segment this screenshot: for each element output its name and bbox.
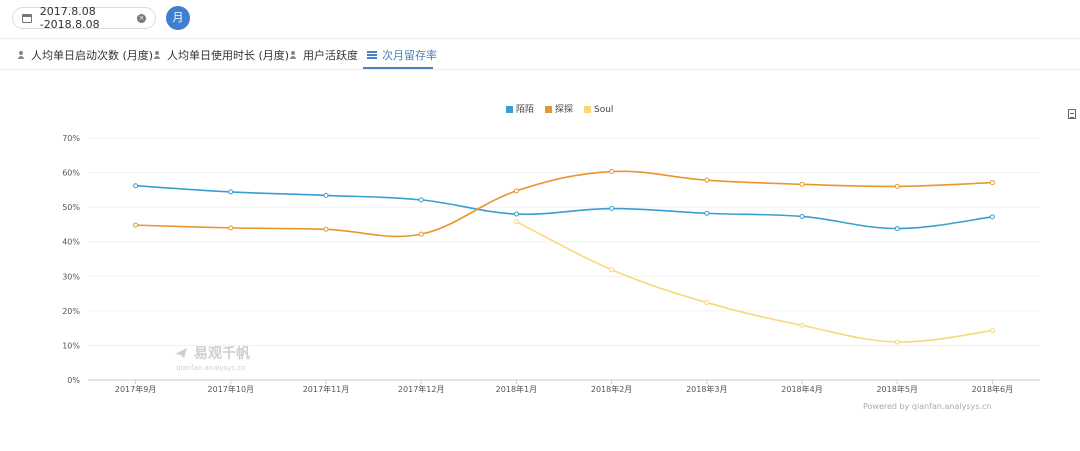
data-point [894, 183, 900, 189]
data-point [704, 210, 710, 216]
y-axis: 0% 10% 20% 30% 40% 50% 60% 70% [62, 134, 80, 385]
x-tick-label: 2017年12月 [398, 384, 445, 394]
data-point [513, 219, 519, 225]
data-point [133, 222, 139, 228]
x-tick-label: 2017年9月 [115, 384, 156, 394]
data-view-icon[interactable] [1068, 109, 1076, 119]
tab-label: 人均单日使用时长 (月度) [167, 48, 290, 62]
tab-daily-usage-time[interactable]: 人均单日使用时长 (月度) [151, 39, 289, 70]
data-point [323, 192, 329, 198]
y-tick-label: 40% [62, 238, 80, 247]
x-tick-label: 2017年11月 [303, 384, 350, 394]
x-tick-label: 2018年5月 [876, 384, 917, 394]
clear-icon[interactable]: × [137, 14, 146, 23]
legend-label: 探探 [555, 103, 573, 115]
watermark: 易观千帆 qianfan.analysys.cn [175, 345, 250, 372]
users-icon [15, 50, 26, 59]
data-point [989, 214, 995, 220]
gridlines [88, 137, 1040, 381]
bar-list-icon [367, 50, 377, 59]
x-tick-label: 2018年6月 [972, 384, 1013, 394]
watermark-sub: qianfan.analysys.cn [176, 364, 246, 372]
legend: 陌陌 探探 Soul [506, 103, 613, 115]
y-tick-label: 60% [62, 169, 80, 178]
data-point [894, 226, 900, 232]
data-point [704, 177, 710, 183]
series-line-陌陌 [135, 184, 993, 230]
data-point [799, 322, 805, 328]
tab-label: 人均单日启动次数 (月度) [31, 48, 154, 62]
legend-swatch [545, 106, 552, 113]
data-point [513, 188, 519, 194]
data-point [228, 189, 234, 195]
tab-daily-launches[interactable]: 人均单日启动次数 (月度) [15, 39, 153, 70]
date-range-picker[interactable]: 2017.8.08 -2018.8.08 × [12, 5, 156, 31]
data-point [704, 300, 710, 306]
period-month-button[interactable]: 月 [166, 6, 190, 30]
data-point [609, 169, 615, 175]
data-point [989, 180, 995, 186]
users-icon [287, 50, 298, 59]
legend-label: Soul [594, 105, 613, 115]
y-tick-label: 70% [62, 134, 80, 143]
data-point [418, 231, 424, 237]
data-point [609, 267, 615, 273]
x-tick-label: 2018年2月 [591, 384, 632, 394]
toolbar: 2017.8.08 -2018.8.08 × 月 [0, 0, 1080, 38]
y-tick-label: 0% [67, 376, 80, 385]
data-point [609, 206, 615, 212]
x-tick-label: 2018年4月 [781, 384, 822, 394]
powered-by: Powered by qianfan.analysys.cn [863, 402, 991, 411]
data-point [989, 328, 995, 334]
legend-label: 陌陌 [516, 104, 534, 115]
active-tab-indicator [363, 67, 433, 69]
calendar-icon [22, 13, 32, 23]
y-tick-label: 50% [62, 203, 80, 212]
y-tick-label: 20% [62, 307, 80, 316]
series-line-Soul [516, 220, 993, 343]
tab-label: 用户活跃度 [303, 48, 358, 62]
x-axis: 2017年9月 2017年10月 2017年11月 2017年12月 2018年1月 20… [115, 380, 1013, 394]
metric-tabs: 人均单日启动次数 (月度) 人均单日使用时长 (月度) 用户活跃度 次月留存率 [0, 38, 1080, 70]
data-point [323, 226, 329, 232]
data-point [228, 225, 234, 231]
tab-user-activity[interactable]: 用户活跃度 [287, 39, 358, 70]
legend-swatch [506, 106, 513, 113]
date-range-text: 2017.8.08 -2018.8.08 [39, 5, 100, 31]
watermark-main: 易观千帆 [194, 345, 250, 362]
data-point [133, 183, 139, 189]
y-tick-label: 30% [62, 272, 80, 281]
series-lines [133, 169, 995, 345]
users-icon [151, 50, 162, 59]
data-point [418, 197, 424, 203]
tab-label: 次月留存率 [382, 48, 437, 62]
data-point [513, 211, 519, 217]
legend-swatch [584, 106, 591, 113]
data-point [894, 339, 900, 345]
x-tick-label: 2017年10月 [208, 384, 255, 394]
data-point [799, 213, 805, 219]
x-tick-label: 2018年1月 [496, 384, 537, 394]
y-tick-label: 10% [62, 341, 80, 350]
x-tick-label: 2018年3月 [686, 384, 727, 394]
plane-icon [175, 348, 187, 358]
data-point [799, 181, 805, 187]
tab-next-month-retention[interactable]: 次月留存率 [367, 39, 437, 70]
series-line-探探 [135, 170, 993, 238]
